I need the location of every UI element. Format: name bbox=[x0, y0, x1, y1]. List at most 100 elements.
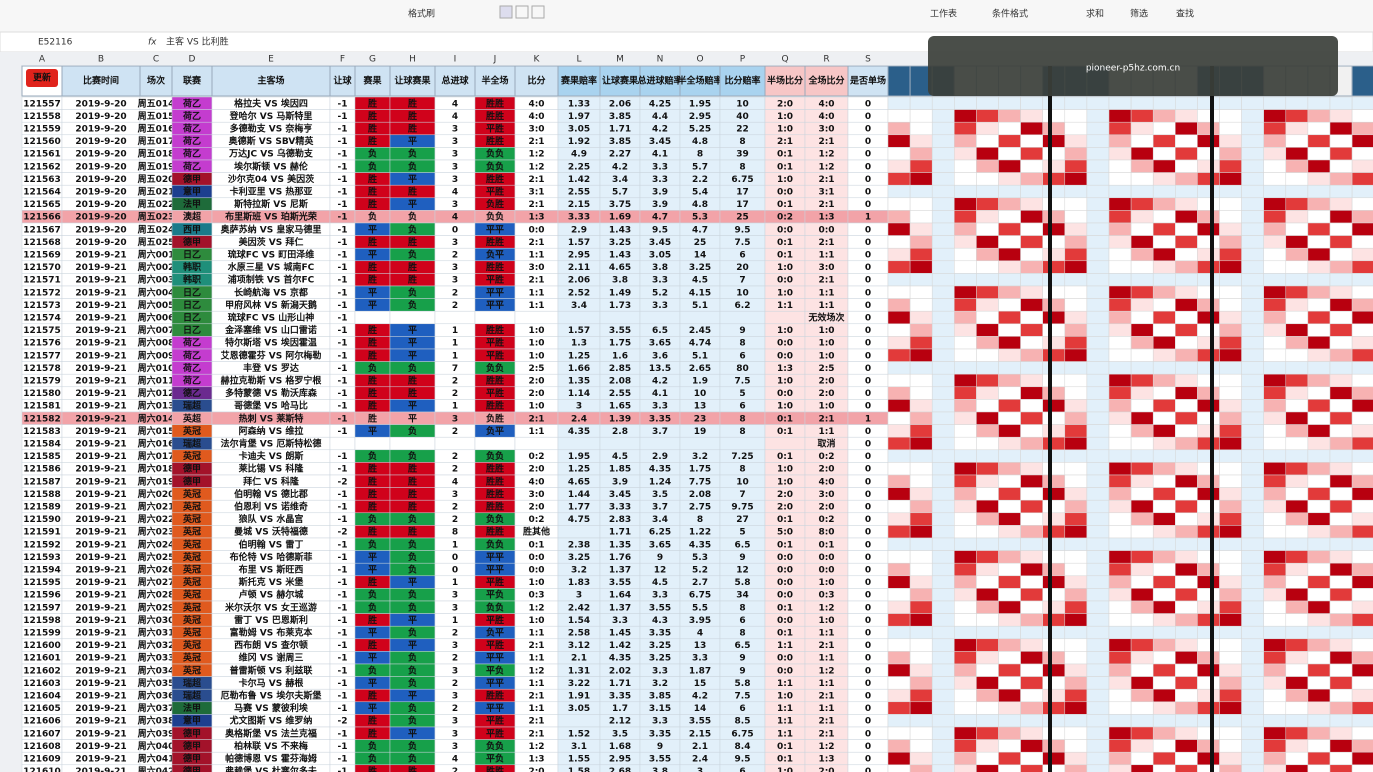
heatmap-cell bbox=[1175, 424, 1198, 438]
cell: 荷乙 bbox=[182, 97, 201, 109]
heatmap-cell bbox=[1064, 739, 1088, 753]
format-icon[interactable] bbox=[531, 5, 545, 19]
heatmap-cell bbox=[954, 109, 977, 123]
heatmap-cell bbox=[1219, 96, 1242, 110]
heatmap-cell bbox=[998, 688, 1021, 703]
cell: 121599 bbox=[23, 629, 61, 639]
heatmap-cell bbox=[1285, 525, 1309, 539]
format-icon[interactable] bbox=[515, 5, 529, 19]
heatmap-cell bbox=[1263, 96, 1287, 110]
heatmap-cell bbox=[954, 159, 977, 173]
cell: 34 bbox=[736, 591, 749, 601]
format-icon[interactable] bbox=[499, 5, 513, 19]
heatmap-cell bbox=[1307, 436, 1331, 451]
cell: 周五019 bbox=[138, 161, 175, 172]
heatmap-cell bbox=[1042, 499, 1066, 514]
cell: 15 bbox=[694, 679, 707, 689]
update-button-label[interactable]: 更新 bbox=[33, 72, 51, 84]
cell: 4.25 bbox=[649, 99, 671, 109]
heatmap-cell bbox=[1329, 285, 1353, 299]
cell: 伯明翰 VS 雷丁 bbox=[239, 538, 304, 550]
heatmap-cell bbox=[1175, 323, 1198, 337]
cell: 0 bbox=[865, 351, 871, 361]
heatmap-cell bbox=[1130, 336, 1154, 350]
cell: 负负 bbox=[486, 148, 504, 160]
heatmap-cell bbox=[1108, 600, 1132, 614]
cell: 0 bbox=[452, 553, 458, 563]
heatmap-cell bbox=[1351, 134, 1373, 148]
cell: 1.22 bbox=[689, 528, 711, 538]
cell: 胜 bbox=[367, 400, 377, 412]
cell: 3.22 bbox=[568, 679, 590, 689]
heatmap-cell bbox=[954, 499, 977, 514]
heatmap-cell bbox=[1219, 512, 1242, 526]
cell: 2 bbox=[452, 654, 458, 664]
cell: 周六028 bbox=[138, 589, 175, 601]
heatmap-cell bbox=[1064, 323, 1088, 337]
heatmap-cell bbox=[1241, 147, 1264, 161]
heatmap-cell bbox=[954, 310, 977, 325]
cell: 2019-9-21 bbox=[75, 629, 126, 639]
heatmap-cell bbox=[909, 159, 933, 173]
heatmap-cell bbox=[1329, 411, 1353, 425]
heatmap-cell bbox=[1152, 449, 1176, 463]
cell: 2.8 bbox=[612, 427, 628, 437]
heatmap-cell bbox=[976, 361, 999, 375]
heatmap-cell bbox=[1197, 625, 1220, 640]
heatmap-cell bbox=[1175, 411, 1198, 425]
cell: 1.92 bbox=[568, 137, 590, 147]
heatmap-cell bbox=[1263, 298, 1287, 312]
heatmap-cell bbox=[1108, 625, 1132, 640]
heatmap-cell bbox=[1285, 751, 1309, 766]
toolbar-button[interactable]: 工作表 bbox=[930, 8, 957, 20]
heatmap-cell bbox=[1064, 247, 1088, 262]
heatmap-cell bbox=[1108, 436, 1132, 451]
heatmap-cell bbox=[1263, 537, 1287, 551]
heatmap-cell bbox=[1086, 273, 1110, 287]
cell: 胜 bbox=[367, 173, 377, 185]
heatmap-cell bbox=[1152, 462, 1176, 476]
cell: 2 bbox=[452, 465, 458, 475]
heatmap-cell bbox=[931, 109, 955, 123]
heatmap-cell bbox=[887, 323, 911, 337]
heatmap-cell bbox=[1241, 134, 1264, 148]
cell: 12 bbox=[736, 566, 749, 576]
formula-text[interactable]: 主客 VS 比利胜 bbox=[166, 36, 229, 48]
toolbar-button[interactable]: 查找 bbox=[1176, 8, 1194, 20]
heatmap-cell bbox=[931, 600, 955, 614]
cell: 2019-9-21 bbox=[75, 263, 126, 273]
heatmap-cell bbox=[976, 147, 999, 161]
heatmap-cell bbox=[1020, 323, 1043, 337]
cell: 2019-9-21 bbox=[75, 276, 126, 286]
toolbar-button[interactable]: 筛选 bbox=[1130, 8, 1148, 20]
cell-reference[interactable]: E52116 bbox=[38, 38, 73, 48]
heatmap-cell bbox=[1130, 462, 1154, 476]
heatmap-cell bbox=[1042, 424, 1066, 438]
heatmap-cell bbox=[976, 96, 999, 110]
heatmap-cell bbox=[1086, 285, 1110, 299]
heatmap-cell bbox=[1130, 525, 1154, 539]
update-button[interactable] bbox=[26, 69, 58, 87]
cell: 0:1 bbox=[777, 629, 793, 639]
heatmap-cell bbox=[1285, 537, 1309, 551]
cell: 2.55 bbox=[568, 188, 590, 198]
cell: 2.27 bbox=[609, 150, 631, 160]
heatmap-cell bbox=[1042, 512, 1066, 526]
cell: 胜 bbox=[367, 488, 377, 500]
heatmap-cell bbox=[1351, 764, 1373, 772]
toolbar-button[interactable]: 格式刷 bbox=[408, 8, 435, 20]
heatmap-cell bbox=[1086, 386, 1110, 400]
toolbar-button[interactable]: 求和 bbox=[1086, 8, 1104, 20]
cell: 负胜 bbox=[486, 412, 504, 424]
heatmap-cell bbox=[1108, 210, 1132, 224]
cell: 2:1 bbox=[528, 641, 544, 651]
heatmap-cell bbox=[976, 449, 999, 463]
cell: 布里 VS 斯旺西 bbox=[238, 564, 304, 576]
heatmap-cell bbox=[1042, 323, 1066, 337]
heatmap-cell bbox=[1175, 764, 1198, 772]
heatmap-cell bbox=[909, 751, 933, 766]
heatmap-cell bbox=[887, 235, 911, 249]
cell: 胜胜 bbox=[485, 488, 504, 500]
cell: -1 bbox=[338, 137, 348, 147]
toolbar-button[interactable]: 条件格式 bbox=[992, 8, 1028, 20]
